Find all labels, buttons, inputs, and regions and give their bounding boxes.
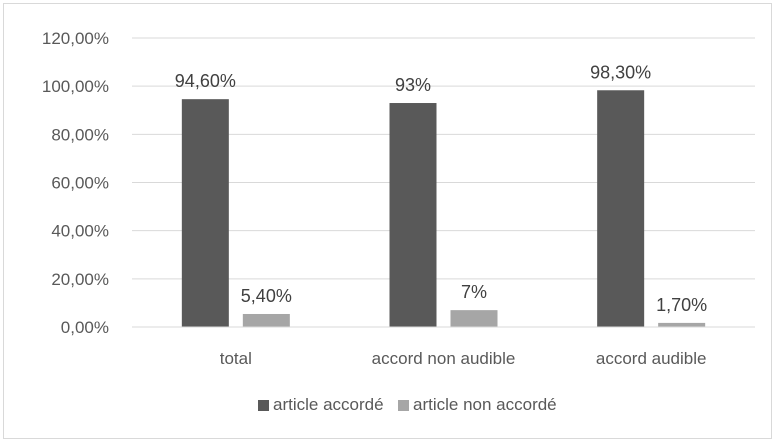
y-tick-label: 80,00% — [51, 125, 109, 144]
data-label: 98,30% — [590, 62, 651, 82]
legend-swatch — [398, 400, 409, 411]
data-label: 5,40% — [241, 286, 292, 306]
y-tick-label: 120,00% — [42, 29, 109, 48]
legend-swatch — [258, 400, 269, 411]
legend-label: article accordé — [273, 395, 384, 414]
data-label: 94,60% — [175, 71, 236, 91]
data-label: 93% — [395, 75, 431, 95]
x-tick-label: total — [220, 349, 252, 368]
legend-label: article non accordé — [413, 395, 557, 414]
data-label: 1,70% — [656, 295, 707, 315]
x-tick-label: accord non audible — [372, 349, 516, 368]
data-label: 7% — [461, 282, 487, 302]
bar — [658, 322, 706, 327]
y-tick-label: 100,00% — [42, 77, 109, 96]
y-tick-label: 40,00% — [51, 222, 109, 241]
bar — [242, 313, 290, 327]
bar — [597, 90, 645, 327]
y-tick-label: 60,00% — [51, 174, 109, 193]
bar — [450, 310, 498, 327]
x-tick-label: accord audible — [596, 349, 707, 368]
bar — [389, 103, 437, 328]
y-tick-label: 0,00% — [61, 318, 109, 337]
bar — [181, 99, 229, 328]
y-tick-label: 20,00% — [51, 270, 109, 289]
